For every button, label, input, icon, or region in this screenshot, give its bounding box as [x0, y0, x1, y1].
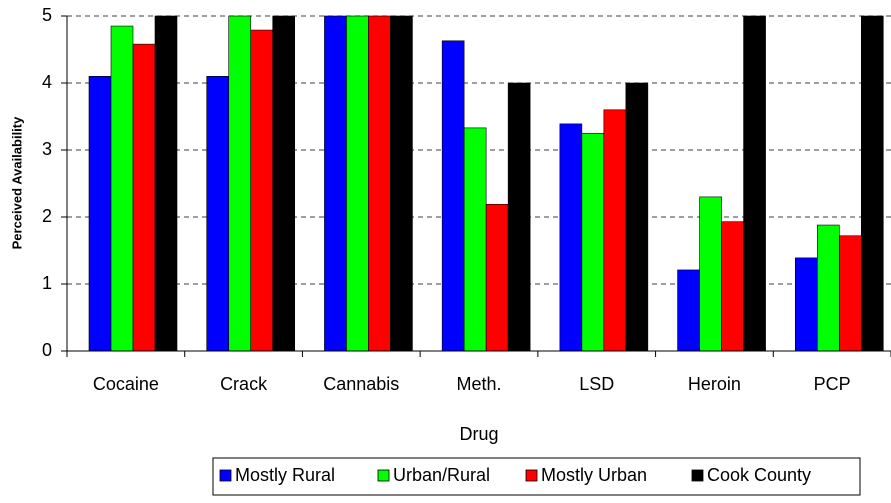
y-tick-label: 5 — [42, 5, 52, 25]
y-tick-label: 4 — [42, 72, 52, 92]
legend-label: Mostly Rural — [235, 465, 335, 485]
x-tick-label: LSD — [579, 374, 614, 394]
bar — [272, 15, 296, 352]
bar — [132, 43, 156, 352]
bar — [581, 132, 605, 352]
x-tick-label: Heroin — [688, 374, 741, 394]
legend-label: Urban/Rural — [393, 465, 490, 485]
bar — [559, 123, 583, 352]
bar — [860, 15, 884, 352]
bar — [625, 82, 649, 352]
legend-swatch — [691, 469, 704, 482]
bar — [154, 15, 178, 352]
bar — [228, 15, 252, 352]
bar — [441, 40, 465, 352]
y-tick-label: 1 — [42, 273, 52, 293]
bar — [743, 15, 766, 352]
y-tick-label: 3 — [42, 139, 52, 159]
bar — [838, 235, 862, 352]
x-tick-label: PCP — [814, 374, 851, 394]
bar — [677, 269, 700, 352]
legend-label: Cook County — [707, 465, 811, 485]
x-tick-label: Meth. — [456, 374, 501, 394]
bar — [110, 25, 134, 352]
x-axis-label: Drug — [459, 424, 498, 444]
x-tick-label: Crack — [220, 374, 268, 394]
bar — [721, 221, 744, 352]
legend-swatch — [525, 469, 538, 482]
bar — [88, 76, 112, 352]
x-tick-label: Cocaine — [93, 374, 159, 394]
bar — [206, 76, 230, 352]
y-tick-label: 2 — [42, 206, 52, 226]
bar — [250, 29, 274, 352]
bar — [390, 15, 413, 352]
bar — [603, 109, 627, 352]
legend-swatch — [377, 469, 390, 482]
bar — [463, 127, 487, 352]
legend-label: Mostly Urban — [541, 465, 647, 485]
bar — [507, 82, 531, 352]
bar — [324, 15, 347, 352]
legend-swatch — [219, 469, 232, 482]
bar — [485, 203, 509, 352]
bar — [699, 196, 722, 352]
y-axis-label: Perceived Availability — [9, 116, 24, 249]
bar — [816, 224, 840, 352]
bar — [794, 257, 818, 352]
bar — [368, 15, 391, 352]
x-tick-label: Cannabis — [323, 374, 399, 394]
bar — [346, 15, 369, 352]
y-tick-label: 0 — [42, 340, 52, 360]
